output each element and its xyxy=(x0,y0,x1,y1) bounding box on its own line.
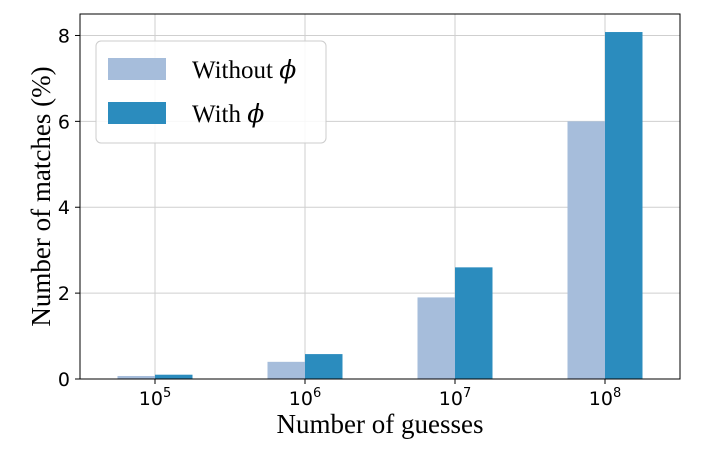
y-axis-title: Number of matches (%) xyxy=(26,66,56,326)
legend-entry: Without ϕ xyxy=(192,55,296,84)
x-tick-label: 105 xyxy=(139,386,171,410)
x-tick-label: 106 xyxy=(289,386,321,410)
legend-swatch xyxy=(108,102,166,124)
bar-with-2 xyxy=(455,267,493,379)
legend-swatch xyxy=(108,58,166,80)
bars xyxy=(117,32,643,380)
y-axis-ticks: 0 2 4 6 8 xyxy=(58,25,80,391)
x-tick-label: 108 xyxy=(589,386,621,410)
x-tick-label: 107 xyxy=(439,386,471,410)
bar-with-0 xyxy=(155,374,193,379)
bar-without-3 xyxy=(567,121,605,380)
bar-without-1 xyxy=(267,361,305,379)
bar-without-0 xyxy=(117,375,155,379)
y-tick-label: 4 xyxy=(58,197,70,219)
bar-with-1 xyxy=(305,354,343,379)
plot-frame xyxy=(79,13,681,380)
bar-with-3 xyxy=(605,32,643,380)
legend-entry: With ϕ xyxy=(192,99,264,128)
y-tick-label: 0 xyxy=(58,369,70,391)
y-tick-label: 6 xyxy=(58,111,70,133)
legend: Without ϕ With ϕ xyxy=(95,40,327,144)
y-tick-label: 8 xyxy=(58,25,70,47)
y-tick-label: 2 xyxy=(58,283,70,305)
x-axis-title: Number of guesses xyxy=(277,409,484,439)
bar-without-2 xyxy=(417,297,455,379)
x-axis-ticks: 105 106 107 108 xyxy=(139,379,621,410)
